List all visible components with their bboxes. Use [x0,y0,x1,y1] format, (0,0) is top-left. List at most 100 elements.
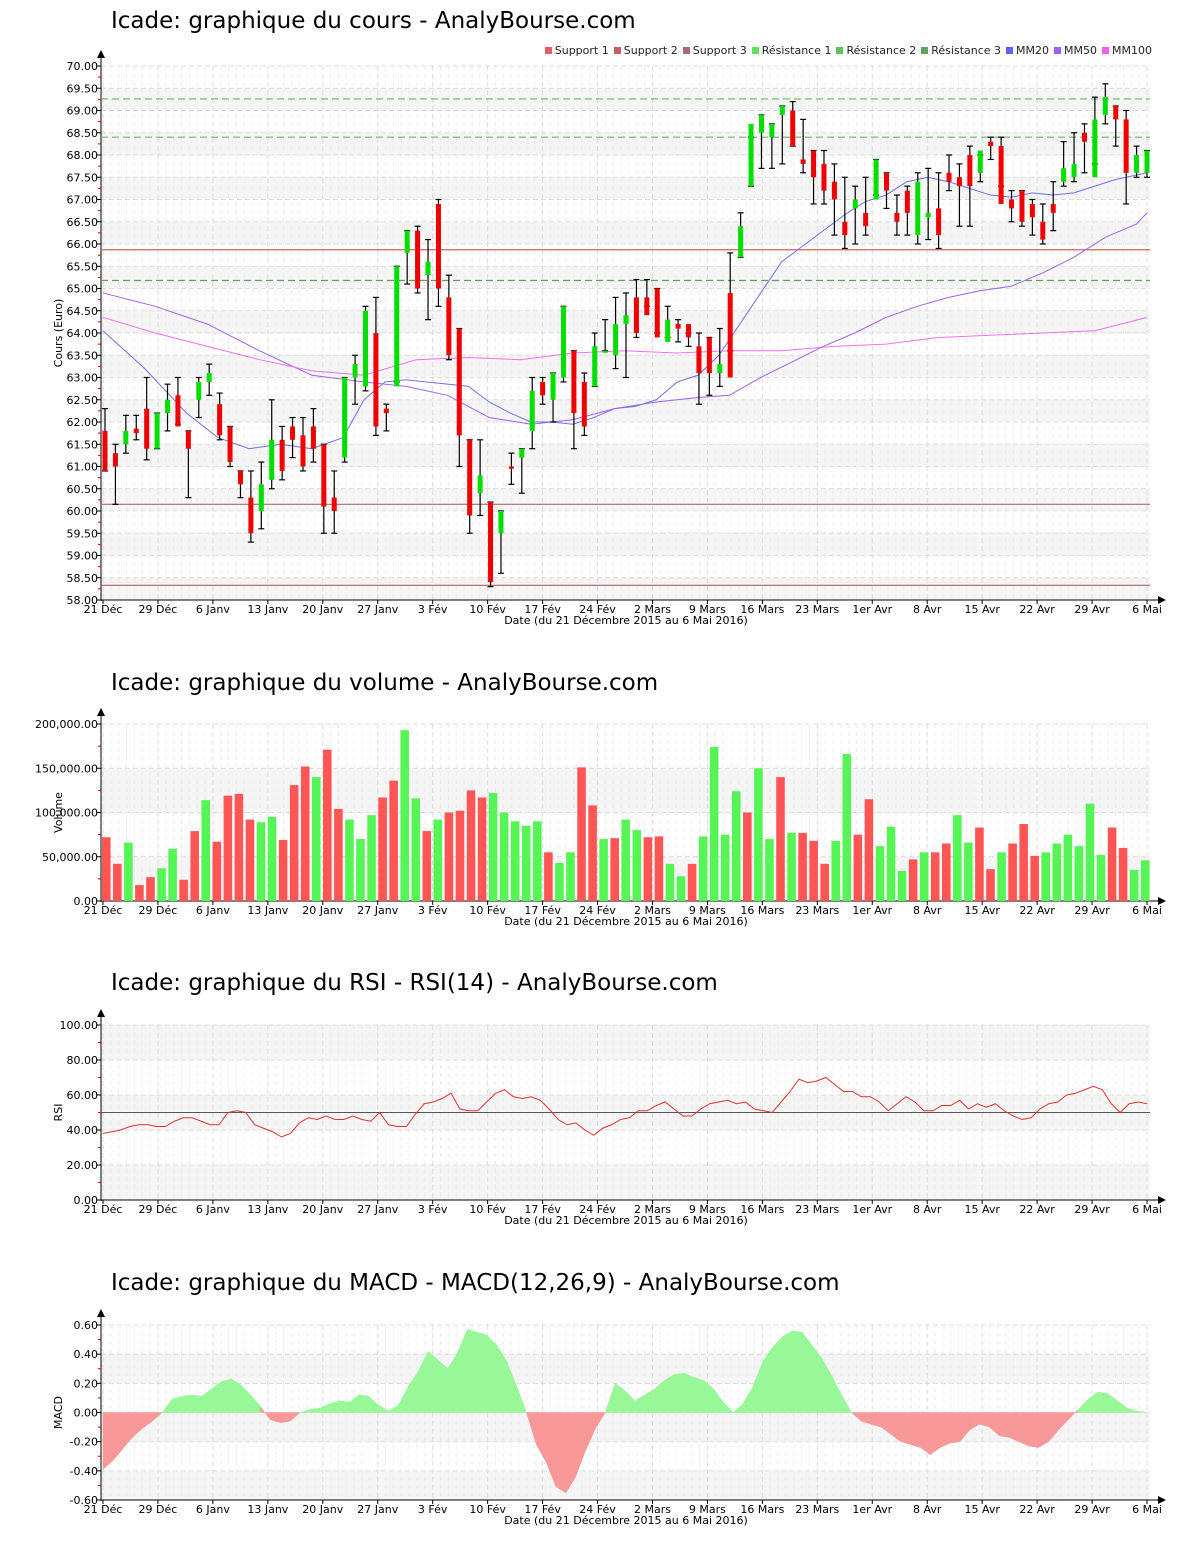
volume-bar-chart: 0.00 50,000.00 100,000.00 150,000.00 200,000… [35,708,1166,928]
svg-text:100,000.00: 100,000.00 [35,807,98,820]
svg-text:20 Janv: 20 Janv [302,1203,343,1216]
legend-item: Support 1 [544,44,609,57]
svg-text:1er Avr: 1er Avr [852,1203,892,1216]
svg-text:21 Déc: 21 Déc [84,904,123,917]
price-legend: Support 1 Support 2 Support 3 Résistance 1 R… [544,44,1152,57]
svg-text:2 Mars: 2 Mars [634,1203,671,1216]
legend-label: Support 1 [554,44,609,57]
svg-text:0.00: 0.00 [74,1407,99,1420]
rsi-chart-title: Icade: graphique du RSI - RSI(14) - Anal… [111,970,718,996]
svg-text:8 Avr: 8 Avr [913,603,942,616]
svg-text:61.00: 61.00 [67,461,99,474]
svg-text:17 Fév: 17 Fév [524,1203,561,1216]
svg-text:24 Fév: 24 Fév [579,904,616,917]
svg-text:60.00: 60.00 [67,505,99,518]
svg-text:24 Fév: 24 Fév [579,603,616,616]
legend-item: Résistance 1 [751,44,832,57]
svg-text:10 Fév: 10 Fév [469,1503,506,1516]
svg-text:59.50: 59.50 [67,527,99,540]
svg-text:9 Mars: 9 Mars [689,1503,726,1516]
svg-text:23 Mars: 23 Mars [795,1203,839,1216]
macd-area-chart: -0.60 -0.40 -0.20 0.00 0.20 0.40 0.60 21 Déc 29 … [52,1309,1166,1527]
svg-text:29 Avr: 29 Avr [1074,904,1110,917]
svg-text:62.00: 62.00 [67,416,99,429]
svg-text:24 Fév: 24 Fév [579,1503,616,1516]
svg-text:23 Mars: 23 Mars [795,603,839,616]
svg-text:58.00: 58.00 [67,594,99,607]
legend-label: Résistance 3 [931,44,1002,57]
legend-label: Support 2 [623,44,678,57]
legend-swatch-icon [1054,47,1062,54]
svg-text:Cours (Euro): Cours (Euro) [52,299,65,368]
svg-text:2 Mars: 2 Mars [634,603,671,616]
svg-text:58.50: 58.50 [67,572,99,585]
svg-text:68.50: 68.50 [67,127,99,140]
svg-text:27 Janv: 27 Janv [357,603,398,616]
svg-text:29 Déc: 29 Déc [139,603,178,616]
svg-text:29 Avr: 29 Avr [1074,1503,1110,1516]
svg-text:15 Avr: 15 Avr [964,904,1000,917]
svg-text:6 Janv: 6 Janv [196,1203,230,1216]
svg-text:6 Janv: 6 Janv [196,904,230,917]
legend-swatch-icon [1102,47,1110,54]
svg-text:29 Déc: 29 Déc [139,1503,178,1516]
svg-text:8 Avr: 8 Avr [913,1203,942,1216]
svg-text:29 Déc: 29 Déc [139,904,178,917]
rsi-line-chart: 0.00 20.00 40.00 60.00 80.00 100.00 21 Déc 29 D… [52,1009,1166,1227]
legend-item: Résistance 3 [921,44,1001,57]
svg-text:1er Avr: 1er Avr [852,1503,892,1516]
svg-text:24 Fév: 24 Fév [579,1203,616,1216]
svg-text:0.40: 0.40 [74,1348,99,1361]
svg-text:80.00: 80.00 [67,1054,99,1067]
svg-text:21 Déc: 21 Déc [84,1203,123,1216]
svg-text:3 Fév: 3 Fév [418,1503,448,1516]
legend-swatch-icon [751,47,759,54]
svg-text:29 Avr: 29 Avr [1074,1203,1110,1216]
svg-text:1er Avr: 1er Avr [852,603,892,616]
legend-item: Résistance 2 [836,44,916,57]
svg-text:16 Mars: 16 Mars [740,603,784,616]
svg-text:6 Janv: 6 Janv [196,603,230,616]
svg-text:59.00: 59.00 [67,550,99,563]
svg-text:16 Mars: 16 Mars [740,904,784,917]
svg-text:17 Fév: 17 Fév [524,904,561,917]
svg-text:22 Avr: 22 Avr [1019,603,1055,616]
svg-text:66.50: 66.50 [67,216,99,229]
svg-text:70.00: 70.00 [67,60,99,73]
svg-text:21 Déc: 21 Déc [84,603,123,616]
svg-text:10 Fév: 10 Fév [469,603,506,616]
svg-text:6 Janv: 6 Janv [196,1503,230,1516]
svg-text:20 Janv: 20 Janv [302,603,343,616]
svg-text:3 Fév: 3 Fév [418,904,448,917]
svg-text:8 Avr: 8 Avr [913,904,942,917]
svg-text:62.50: 62.50 [67,394,99,407]
legend-label: Résistance 1 [761,44,832,57]
svg-text:69.00: 69.00 [67,105,99,118]
svg-text:15 Avr: 15 Avr [964,1203,1000,1216]
svg-text:2 Mars: 2 Mars [634,904,671,917]
svg-text:Volume: Volume [52,792,65,833]
svg-text:-0.60: -0.60 [70,1494,98,1507]
volume-chart-title: Icade: graphique du volume - AnalyBourse… [111,670,659,696]
svg-text:-0.40: -0.40 [70,1465,98,1478]
svg-text:100.00: 100.00 [60,1019,99,1032]
svg-text:61.50: 61.50 [67,438,99,451]
svg-text:6 Mai: 6 Mai [1132,1503,1162,1516]
svg-text:68.00: 68.00 [67,149,99,162]
svg-text:13 Janv: 13 Janv [247,904,288,917]
price-candlestick-chart: 58.00 58.50 59.00 59.50 60.00 60.50 61.00 61.50… [52,50,1166,627]
legend-swatch-icon [921,47,929,54]
legend-swatch-icon [1006,47,1014,54]
svg-text:66.00: 66.00 [67,238,99,251]
svg-text:27 Janv: 27 Janv [357,904,398,917]
svg-text:3 Fév: 3 Fév [418,603,448,616]
svg-text:40.00: 40.00 [67,1124,99,1137]
legend-label: MM50 [1064,44,1098,57]
svg-text:50,000.00: 50,000.00 [42,851,98,864]
svg-text:Date (du 21 Décembre 2015 au 6: Date (du 21 Décembre 2015 au 6 Mai 2016) [504,614,748,627]
svg-text:20 Janv: 20 Janv [302,904,343,917]
svg-text:16 Mars: 16 Mars [740,1503,784,1516]
svg-text:0.00: 0.00 [74,895,99,908]
svg-text:-0.20: -0.20 [70,1436,98,1449]
svg-text:13 Janv: 13 Janv [247,1503,288,1516]
